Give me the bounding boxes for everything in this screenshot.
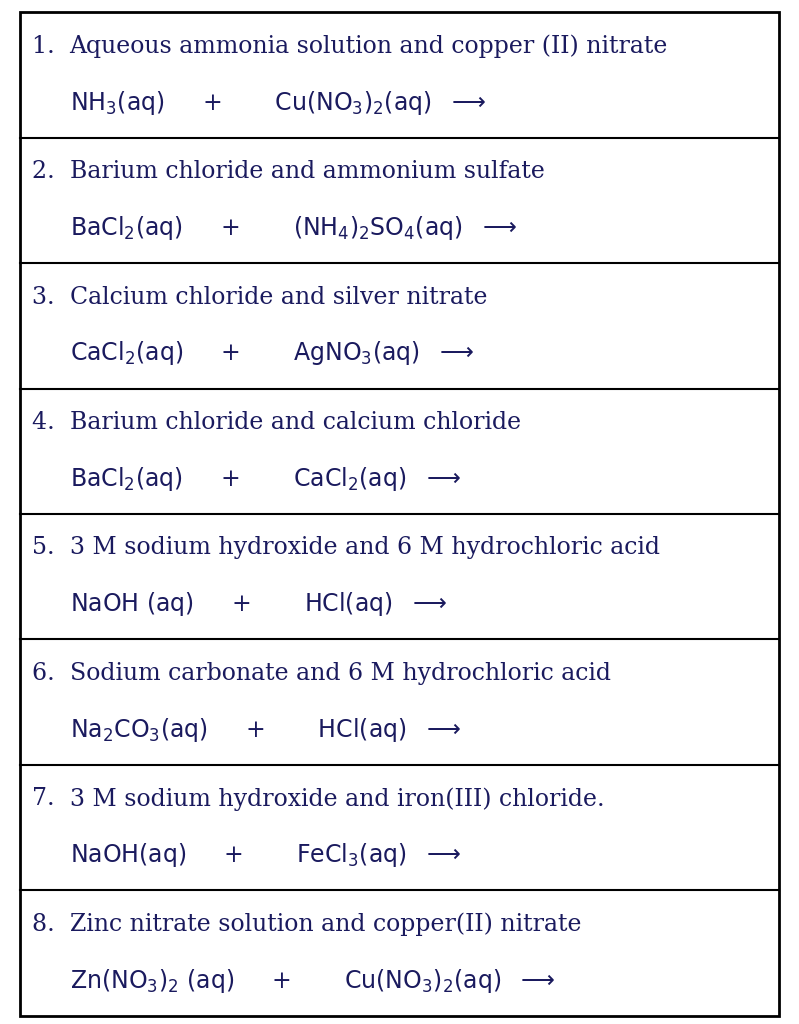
Text: 4.: 4. [32,411,62,434]
Text: Aqueous ammonia solution and copper (II) nitrate: Aqueous ammonia solution and copper (II)… [70,35,668,58]
Text: $\mathrm{NaOH\ (aq)}$     +       $\mathrm{HCl(aq)}$  $\longrightarrow$: $\mathrm{NaOH\ (aq)}$ + $\mathrm{HCl(aq)… [70,591,447,618]
Text: $\mathrm{BaCl_2(aq)}$     +       $\mathrm{(NH_4)_2SO_4(aq)}$  $\longrightarrow$: $\mathrm{BaCl_2(aq)}$ + $\mathrm{(NH_4)_… [70,214,517,242]
Text: $\mathrm{CaCl_2(aq)}$     +       $\mathrm{AgNO_3(aq)}$  $\longrightarrow$: $\mathrm{CaCl_2(aq)}$ + $\mathrm{AgNO_3(… [70,340,474,368]
Text: 3 M sodium hydroxide and iron(III) chloride.: 3 M sodium hydroxide and iron(III) chlor… [70,787,604,811]
Text: 8.: 8. [32,912,70,936]
Text: 3.: 3. [32,286,70,308]
Text: $\mathrm{Zn(NO_3)_2\ (aq)}$     +       $\mathrm{Cu(NO_3)_2(aq)}$  $\longrightar: $\mathrm{Zn(NO_3)_2\ (aq)}$ + $\mathrm{C… [70,967,555,994]
Text: 7.: 7. [32,787,70,810]
Text: $\mathrm{BaCl_2(aq)}$     +       $\mathrm{CaCl_2(aq)}$  $\longrightarrow$: $\mathrm{BaCl_2(aq)}$ + $\mathrm{CaCl_2(… [70,465,460,493]
Text: 5.: 5. [32,537,70,559]
Text: $\mathrm{NH_3(aq)}$     +       $\mathrm{Cu(NO_3)_2(aq)}$  $\longrightarrow$: $\mathrm{NH_3(aq)}$ + $\mathrm{Cu(NO_3)_… [70,89,486,117]
Text: 2.: 2. [32,160,70,183]
Text: 3 M sodium hydroxide and 6 M hydrochloric acid: 3 M sodium hydroxide and 6 M hydrochlori… [70,537,659,559]
Text: Calcium chloride and silver nitrate: Calcium chloride and silver nitrate [70,286,487,308]
Text: Barium chloride and calcium chloride: Barium chloride and calcium chloride [70,411,521,434]
Text: $\mathrm{NaOH(aq)}$     +       $\mathrm{FeCl_3(aq)}$  $\longrightarrow$: $\mathrm{NaOH(aq)}$ + $\mathrm{FeCl_3(aq… [70,842,461,869]
Text: Barium chloride and ammonium sulfate: Barium chloride and ammonium sulfate [70,160,544,183]
Text: Sodium carbonate and 6 M hydrochloric acid: Sodium carbonate and 6 M hydrochloric ac… [70,662,610,685]
Text: 1.: 1. [32,35,70,57]
Text: Zinc nitrate solution and copper(II) nitrate: Zinc nitrate solution and copper(II) nit… [70,912,581,936]
Text: 6.: 6. [32,662,70,685]
Text: $\mathrm{Na_2CO_3(aq)}$     +       $\mathrm{HCl(aq)}$  $\longrightarrow$: $\mathrm{Na_2CO_3(aq)}$ + $\mathrm{HCl(a… [70,716,460,743]
